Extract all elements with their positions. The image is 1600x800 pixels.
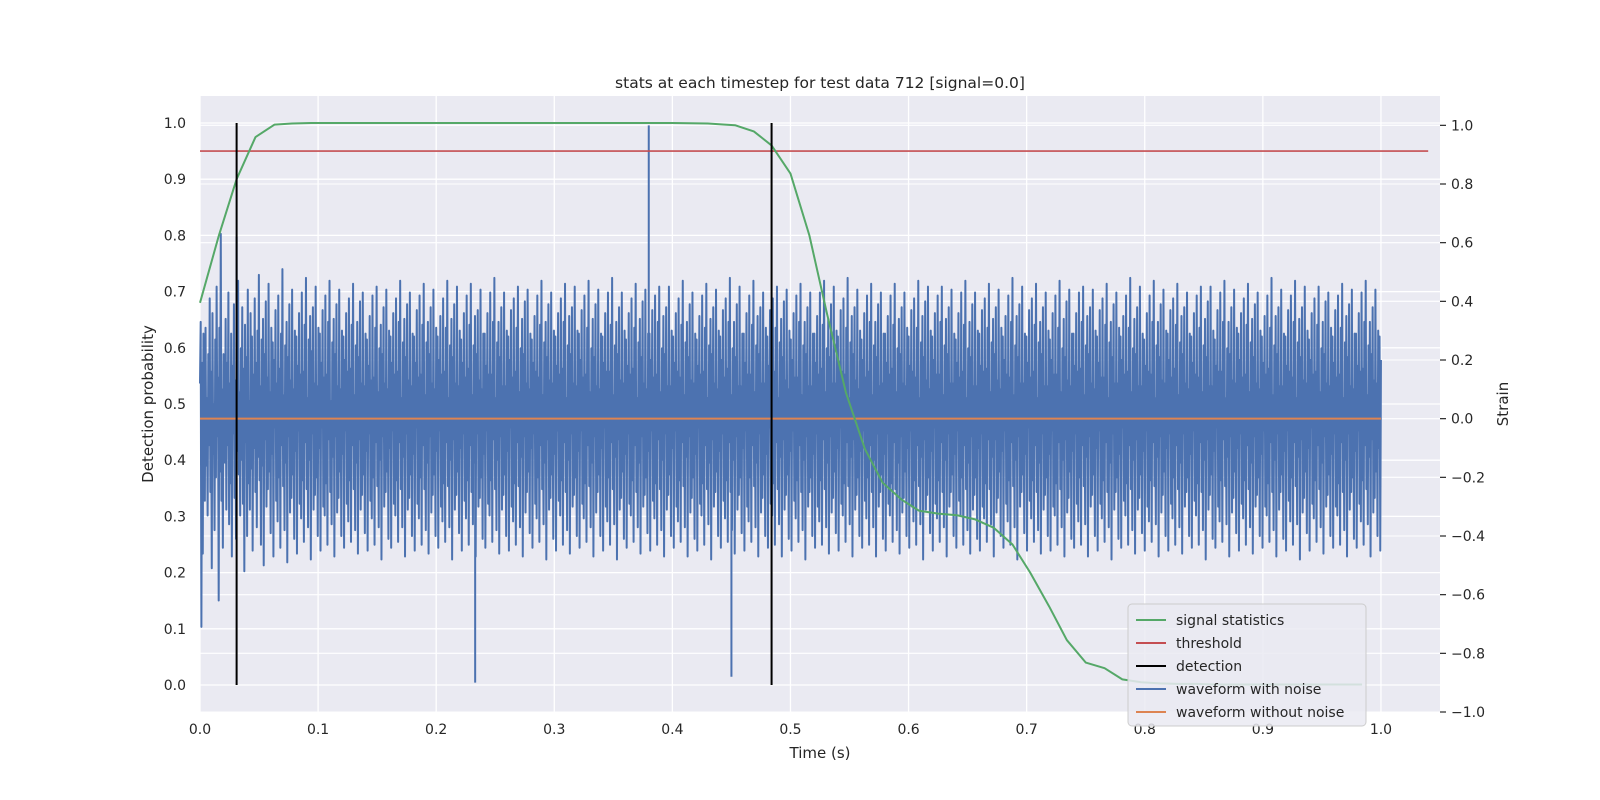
- y-tick-label: 0.3: [164, 509, 186, 525]
- legend-entry: waveform with noise: [1176, 682, 1321, 698]
- x-tick-label: 0.6: [897, 722, 919, 738]
- y2-tick-label: −0.2: [1451, 470, 1485, 486]
- y2-tick-label: 0.6: [1451, 236, 1473, 252]
- y-tick-label: 1.0: [164, 116, 186, 132]
- y2-tick-label: −0.4: [1451, 529, 1485, 545]
- legend-entry: signal statistics: [1176, 613, 1284, 629]
- legend: signal statistics threshold detection wavef…: [1127, 603, 1367, 727]
- y2-tick-label: −0.6: [1451, 588, 1485, 604]
- chart-title: stats at each timestep for test data 712…: [615, 74, 1025, 92]
- x-tick-label: 0.7: [1016, 722, 1038, 738]
- left-axis: 0.0 0.1 0.2 0.3 0.4 0.5 0.6 0.7 0.8 0.9 1.0: [164, 116, 186, 694]
- series-layer: [199, 121, 1429, 686]
- y2-tick-label: −0.8: [1451, 646, 1485, 662]
- x-tick-label: 0.3: [543, 722, 565, 738]
- y-tick-label: 0.5: [164, 397, 186, 413]
- legend-entry: detection: [1176, 659, 1242, 675]
- y-tick-label: 0.6: [164, 341, 186, 357]
- y-tick-label: 0.0: [164, 678, 186, 694]
- legend-entry: waveform without noise: [1176, 705, 1344, 721]
- y-tick-label: 0.4: [164, 453, 186, 469]
- y-tick-label: 0.8: [164, 228, 186, 244]
- waveform-with-noise-line: [199, 232, 1382, 628]
- x-tick-label: 1.0: [1370, 722, 1392, 738]
- y-tick-label: 0.7: [164, 285, 186, 301]
- x-tick-label: 0.4: [661, 722, 683, 738]
- y-tick-label: 0.1: [164, 622, 186, 638]
- y2-tick-label: 0.8: [1451, 177, 1473, 193]
- y-axis-label: Detection probability: [139, 325, 157, 483]
- legend-entry: threshold: [1176, 636, 1242, 652]
- x-tick-label: 0.0: [189, 722, 211, 738]
- right-axis: −1.0 −0.8 −0.6 −0.4 −0.2 0.0 0.2 0.4 0.6 0.8 1.0: [1440, 118, 1485, 721]
- y2-tick-label: 1.0: [1451, 118, 1473, 134]
- y2-tick-label: −1.0: [1451, 705, 1485, 721]
- x-tick-label: 0.2: [425, 722, 447, 738]
- y2-tick-label: 0.0: [1451, 412, 1473, 428]
- y2-axis-label: Strain: [1494, 382, 1512, 426]
- x-tick-label: 0.1: [307, 722, 329, 738]
- y-tick-label: 0.9: [164, 172, 186, 188]
- legend-box: [1127, 603, 1367, 727]
- y2-tick-label: 0.2: [1451, 353, 1473, 369]
- y-tick-label: 0.2: [164, 566, 186, 582]
- x-tick-label: 0.5: [779, 722, 801, 738]
- x-axis-label: Time (s): [789, 744, 851, 762]
- y2-tick-label: 0.4: [1451, 294, 1473, 310]
